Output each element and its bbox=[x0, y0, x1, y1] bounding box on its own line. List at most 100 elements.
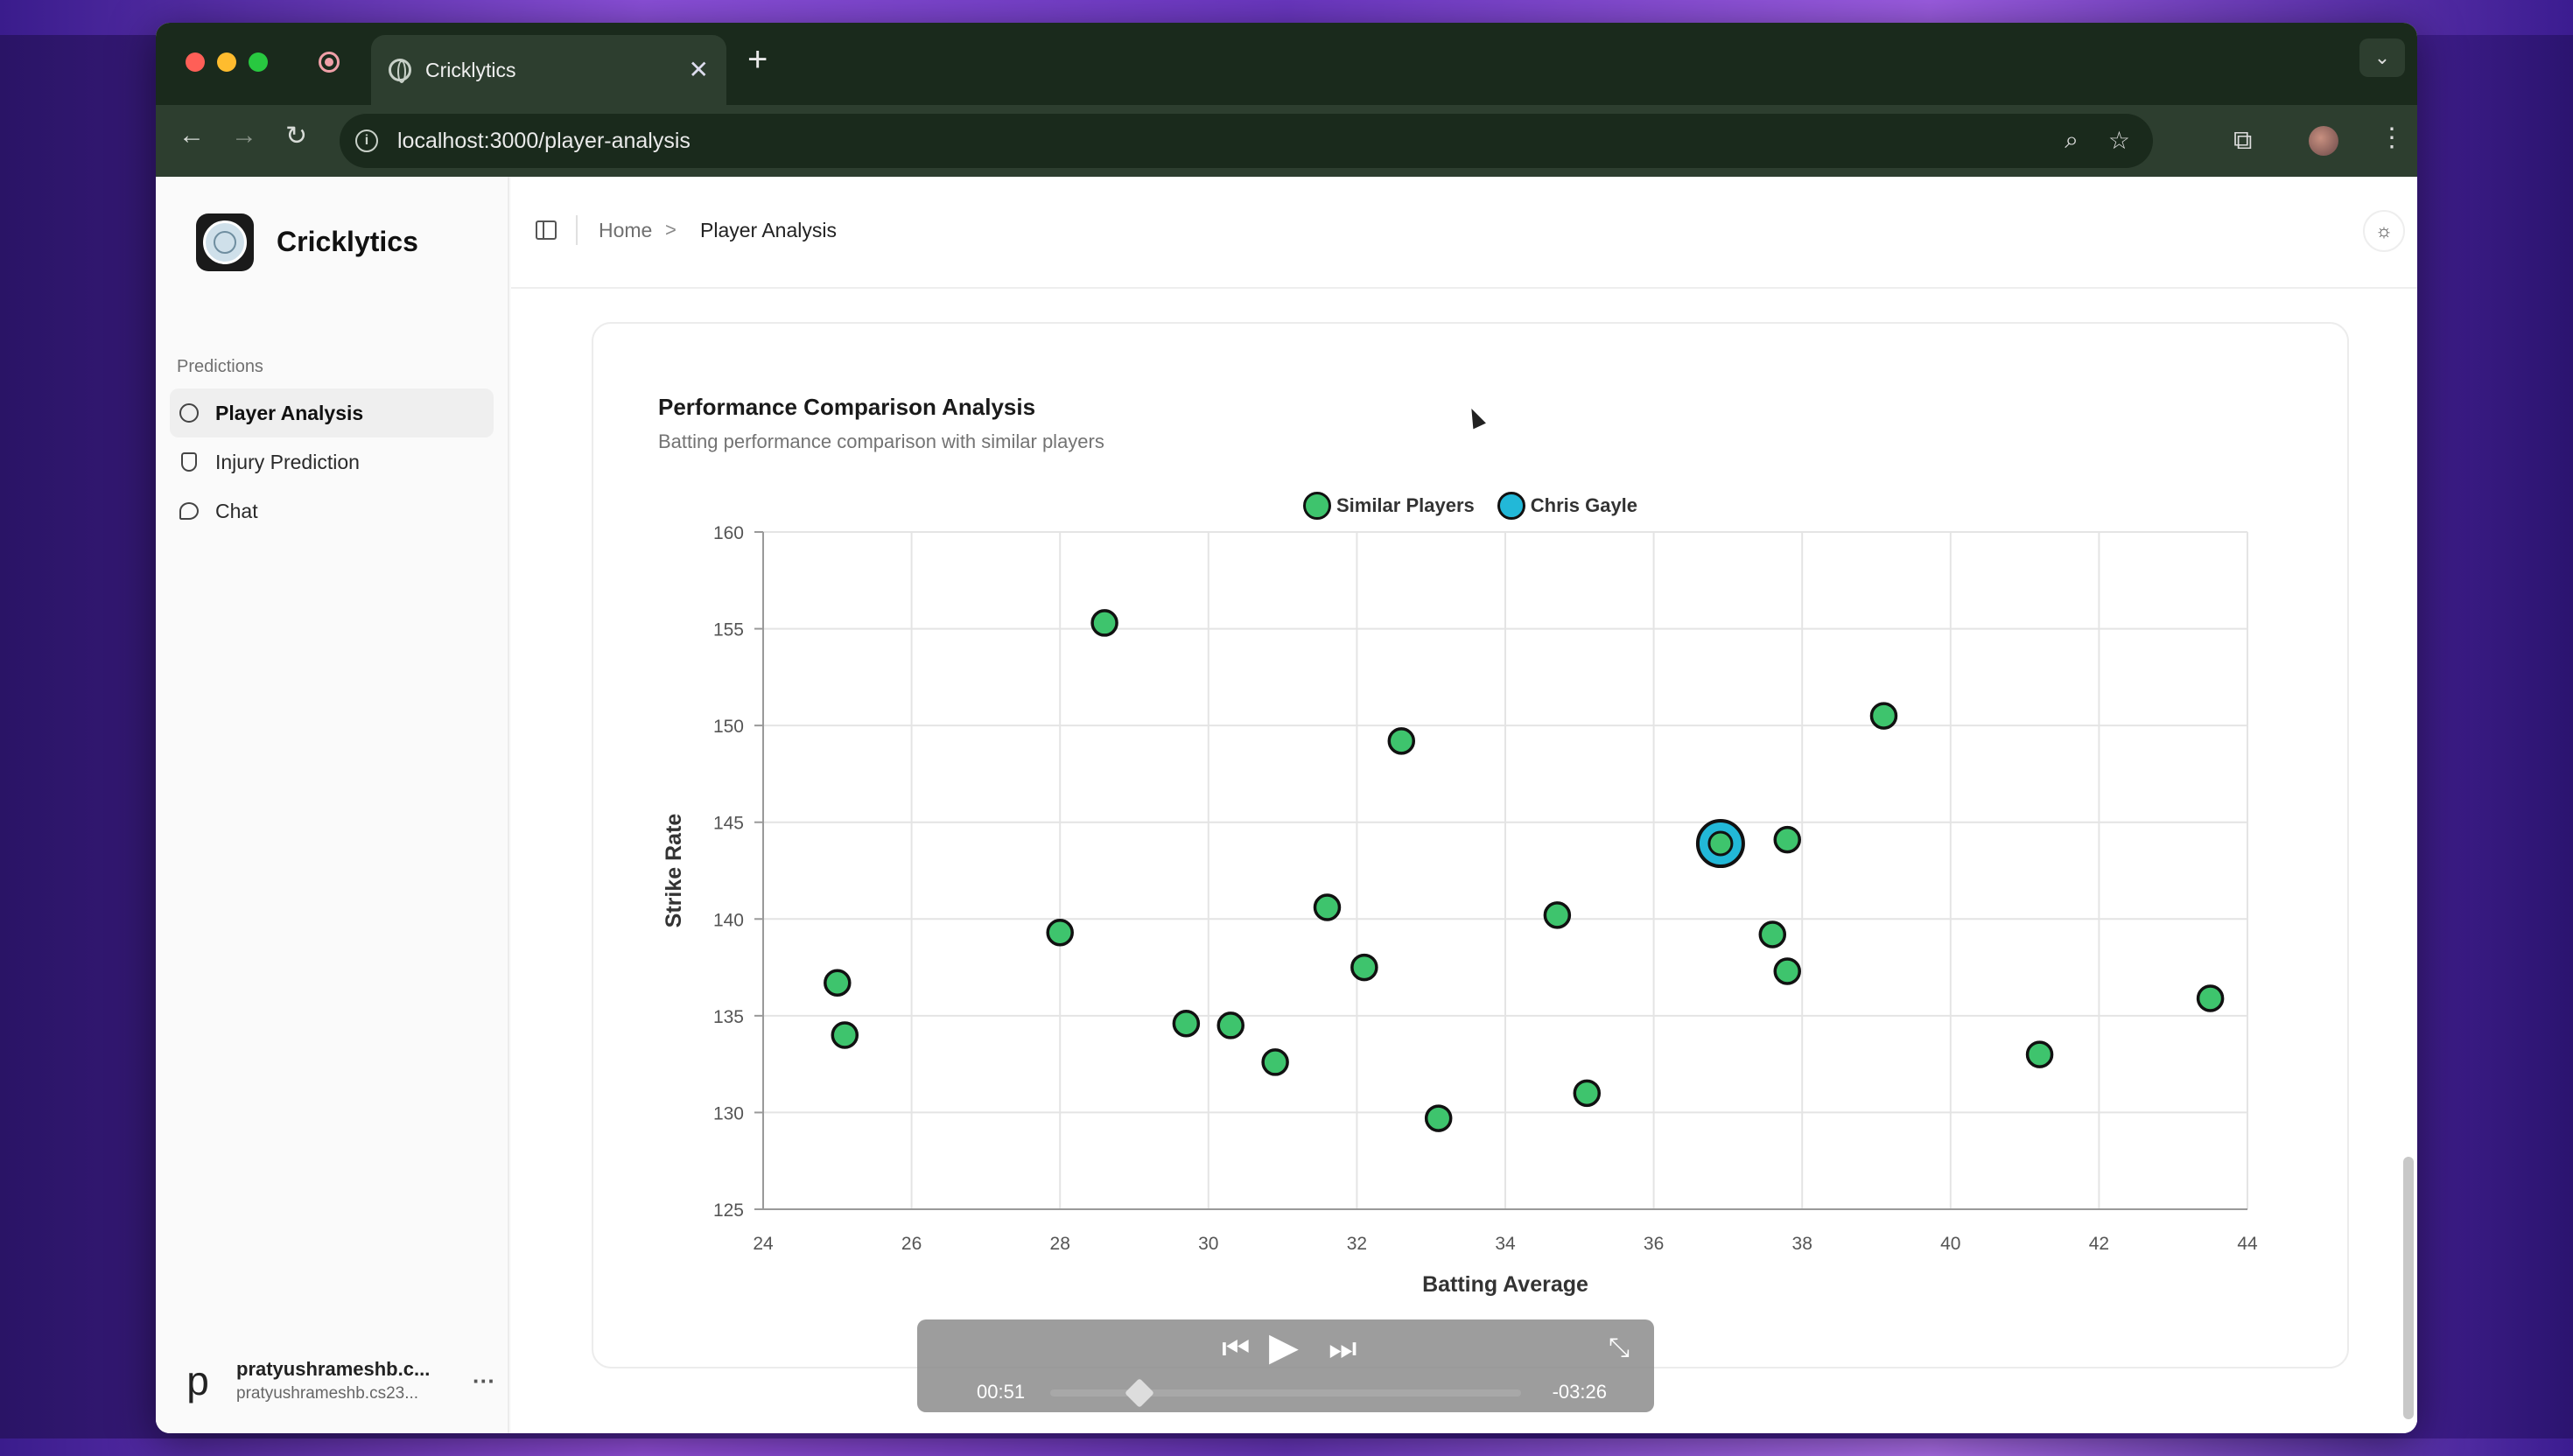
chat-icon bbox=[179, 500, 200, 522]
user-email: pratyushrameshb.cs23... bbox=[236, 1384, 419, 1403]
x-tick-label: 26 bbox=[901, 1234, 922, 1254]
reload-icon[interactable]: ↻ bbox=[285, 122, 308, 150]
data-point-similar-player bbox=[1313, 893, 1342, 921]
main-content: Home > Player Analysis ☼ Performance Com… bbox=[511, 177, 2417, 1433]
desktop-wallpaper-bottom bbox=[0, 1438, 2573, 1456]
sidebar-item-label: Chat bbox=[215, 499, 258, 522]
data-point-similar-player bbox=[1773, 957, 1801, 985]
data-point-similar-player bbox=[1046, 919, 1074, 947]
x-axis-label: Batting Average bbox=[1422, 1272, 1588, 1297]
data-point-chris-gayle bbox=[1707, 830, 1734, 857]
address-bar[interactable]: i localhost:3000/player-analysis ⌕ ☆ bbox=[340, 114, 2153, 168]
y-tick-label: 145 bbox=[713, 814, 744, 834]
x-tick-label: 38 bbox=[1792, 1234, 1812, 1254]
forward-arrow-icon[interactable]: → bbox=[231, 121, 257, 150]
legend-item-chris-gayle[interactable]: Chris Gayle bbox=[1497, 492, 1637, 520]
new-tab-button[interactable]: + bbox=[747, 40, 768, 79]
top-bar: Home > Player Analysis ☼ bbox=[511, 177, 2417, 289]
skip-back-icon[interactable]: ⏮ bbox=[1222, 1330, 1251, 1366]
profile-avatar[interactable] bbox=[2309, 126, 2338, 156]
sidebar: Cricklytics Predictions Player Analysis … bbox=[156, 177, 509, 1433]
theme-toggle-sun-icon[interactable]: ☼ bbox=[2363, 210, 2405, 252]
scatter-chart: 24 26 28 30 32 34 36 38 40 42 44 125 130 135 140 145 150… bbox=[662, 523, 2258, 1297]
zoom-icon[interactable]: ⌕ bbox=[2065, 126, 2079, 153]
breadcrumb-home[interactable]: Home bbox=[599, 219, 653, 242]
user-menu[interactable]: p pratyushrameshb.c... pratyushrameshb.c… bbox=[172, 1346, 495, 1416]
x-tick-label: 36 bbox=[1644, 1234, 1664, 1254]
sidebar-item-injury-prediction[interactable]: Injury Prediction bbox=[170, 438, 494, 486]
site-info-icon[interactable]: i bbox=[355, 130, 378, 152]
x-tick-label: 34 bbox=[1495, 1234, 1516, 1254]
globe-icon bbox=[179, 402, 200, 424]
data-point-similar-player bbox=[1261, 1048, 1289, 1076]
legend-swatch bbox=[1497, 492, 1525, 520]
x-tick-label: 42 bbox=[2089, 1234, 2109, 1254]
browser-menu-icon[interactable]: ⋮ bbox=[2379, 123, 2405, 152]
data-point-similar-player bbox=[1758, 920, 1787, 948]
x-tick-label: 28 bbox=[1050, 1234, 1070, 1254]
tab-close-button[interactable]: ✕ bbox=[688, 56, 709, 83]
progress-thumb[interactable] bbox=[1125, 1378, 1155, 1408]
x-tick-label: 44 bbox=[2237, 1234, 2258, 1254]
brand-name: Cricklytics bbox=[277, 226, 418, 257]
bookmark-star-icon[interactable]: ☆ bbox=[2107, 127, 2130, 154]
browser-tab[interactable]: Cricklytics ✕ bbox=[371, 35, 726, 105]
chart-card: Performance Comparison Analysis Batting … bbox=[592, 322, 2349, 1368]
tab-title: Cricklytics bbox=[425, 58, 516, 81]
recording-icon[interactable] bbox=[319, 52, 340, 73]
y-tick-label: 125 bbox=[713, 1200, 744, 1221]
scrollbar[interactable] bbox=[2403, 1157, 2414, 1419]
address-url[interactable]: localhost:3000/player-analysis bbox=[397, 128, 691, 153]
more-options-icon[interactable]: ··· bbox=[473, 1367, 495, 1394]
maximize-window-button[interactable] bbox=[249, 52, 268, 72]
minimize-window-button[interactable] bbox=[217, 52, 236, 72]
tab-search-button[interactable]: ⌄ bbox=[2359, 38, 2405, 77]
progress-track[interactable] bbox=[1050, 1378, 1521, 1408]
elapsed-time: 00:51 bbox=[977, 1381, 1026, 1403]
skip-forward-icon[interactable]: ⏭ bbox=[1329, 1330, 1357, 1366]
legend-swatch bbox=[1302, 492, 1331, 520]
sidebar-item-chat[interactable]: Chat bbox=[170, 486, 494, 536]
x-tick-label: 40 bbox=[1940, 1234, 1960, 1254]
data-point-similar-player bbox=[1350, 953, 1378, 982]
play-icon[interactable]: ▶ bbox=[1269, 1326, 1299, 1368]
y-tick-label: 130 bbox=[713, 1103, 744, 1124]
card-subtitle: Batting performance comparison with simi… bbox=[658, 430, 1104, 452]
data-point-similar-player bbox=[2196, 984, 2225, 1012]
y-tick-label: 160 bbox=[713, 523, 744, 543]
legend-label: Chris Gayle bbox=[1530, 494, 1638, 516]
remaining-time: -03:26 bbox=[1552, 1381, 1607, 1403]
data-point-similar-player bbox=[1424, 1104, 1453, 1132]
y-tick-label: 150 bbox=[713, 717, 744, 737]
collapse-icon[interactable]: ⤡ bbox=[1609, 1334, 1630, 1362]
close-window-button[interactable] bbox=[186, 52, 205, 72]
video-player-controls: ⏮ ▶ ⏭ ⤡ 00:51 -03:26 bbox=[917, 1320, 1654, 1412]
shield-icon bbox=[179, 452, 200, 472]
cricket-ball-icon bbox=[214, 231, 236, 254]
data-point-similar-player bbox=[1869, 702, 1898, 730]
data-point-similar-player bbox=[1773, 825, 1801, 854]
data-point-similar-player bbox=[1216, 1012, 1244, 1040]
x-tick-label: 24 bbox=[753, 1234, 774, 1254]
sidebar-item-label: Injury Prediction bbox=[215, 450, 360, 473]
legend-item-similar-players[interactable]: Similar Players bbox=[1302, 492, 1475, 520]
extensions-icon[interactable]: ⧉ bbox=[2233, 126, 2253, 155]
data-point-similar-player bbox=[824, 969, 852, 998]
legend-label: Similar Players bbox=[1336, 494, 1475, 516]
data-point-similar-player bbox=[1543, 901, 1572, 929]
data-point-similar-player bbox=[1387, 727, 1416, 755]
divider bbox=[576, 215, 578, 245]
browser-window: Cricklytics ✕ + ⌄ ← → ↻ i localhost:3000… bbox=[156, 23, 2417, 1433]
data-point-similar-player bbox=[1172, 1009, 1201, 1038]
back-arrow-icon[interactable]: ← bbox=[179, 121, 205, 150]
sidebar-item-player-analysis[interactable]: Player Analysis bbox=[170, 388, 494, 438]
app-root: Cricklytics Predictions Player Analysis … bbox=[156, 177, 2417, 1433]
avatar: p bbox=[186, 1358, 209, 1404]
x-tick-label: 32 bbox=[1347, 1234, 1367, 1254]
sidebar-toggle-icon[interactable] bbox=[536, 220, 557, 240]
chart-legend: Similar Players Chris Gayle bbox=[593, 492, 2347, 520]
browser-toolbar: ← → ↻ i localhost:3000/player-analysis ⌕… bbox=[156, 105, 2417, 177]
y-axis-label: Strike Rate bbox=[662, 814, 686, 928]
nav-group-label: Predictions bbox=[177, 357, 263, 376]
y-tick-label: 140 bbox=[713, 910, 744, 930]
